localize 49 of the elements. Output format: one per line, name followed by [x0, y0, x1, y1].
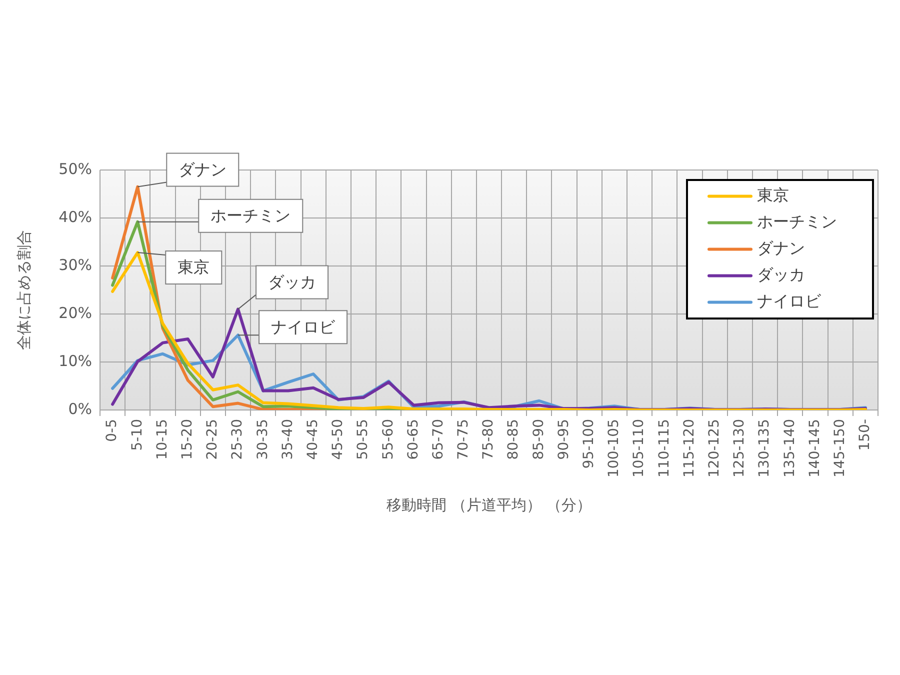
- y-tick-label: 10%: [58, 352, 92, 370]
- x-tick-label: 120-125: [706, 419, 723, 478]
- x-tick-label: 75-80: [480, 419, 497, 460]
- y-tick-label: 0%: [68, 400, 92, 418]
- annotation: ダナン: [178, 160, 227, 179]
- x-tick-label: 35-40: [280, 419, 296, 460]
- x-tick-label: 85-90: [530, 419, 547, 460]
- legend-label: ホーチミン: [757, 212, 837, 231]
- annotation: ダッカ: [268, 272, 316, 292]
- x-tick-label: 60-65: [405, 419, 422, 460]
- y-tick-label: 30%: [58, 256, 92, 274]
- y-tick-label: 40%: [58, 208, 92, 226]
- legend-label: 東京: [757, 185, 789, 204]
- annotation: 東京: [178, 258, 210, 277]
- y-tick-label: 20%: [58, 304, 92, 322]
- x-tick-label: 45-50: [330, 419, 346, 460]
- x-tick-label: 15-20: [179, 419, 196, 460]
- x-tick-label: 25-30: [230, 419, 246, 460]
- x-axis-title: 移動時間 （片道平均） （分）: [386, 496, 592, 514]
- x-tick-label: 40-45: [304, 419, 321, 460]
- x-tick-label: 110-115: [656, 419, 672, 478]
- x-tick-label: 0-5: [104, 419, 120, 442]
- legend-label: ダナン: [757, 238, 805, 258]
- y-axis-title: 全体に占める割合: [14, 230, 33, 350]
- legend-label: ナイロビ: [757, 291, 822, 310]
- x-tick-label: 140-145: [806, 419, 823, 478]
- x-tick-label: 5-10: [129, 419, 146, 451]
- x-tick-label: 125-130: [732, 419, 748, 478]
- x-tick-label: 100-105: [606, 419, 622, 478]
- x-tick-label: 130-135: [756, 419, 773, 478]
- legend-label: ダッカ: [757, 264, 805, 284]
- x-tick-label: 145-150: [832, 419, 848, 478]
- x-tick-label: 70-75: [456, 419, 472, 460]
- x-tick-label: 135-140: [782, 419, 798, 478]
- x-tick-label: 115-120: [681, 419, 698, 478]
- x-tick-label: 55-60: [380, 419, 396, 460]
- x-tick-label: 65-70: [430, 419, 446, 460]
- annotation: ホーチミン: [210, 206, 291, 225]
- y-tick-label: 50%: [58, 160, 92, 178]
- x-tick-label: 150-: [857, 419, 874, 451]
- x-tick-label: 50-55: [355, 419, 372, 460]
- annotation: ナイロビ: [271, 317, 336, 336]
- x-tick-label: 95-100: [581, 419, 598, 469]
- x-tick-label: 80-85: [506, 419, 522, 460]
- x-tick-label: 30-35: [254, 419, 271, 460]
- x-tick-label: 20-25: [204, 419, 221, 460]
- x-tick-label: 10-15: [154, 419, 170, 460]
- x-tick-label: 90-95: [556, 419, 572, 460]
- x-tick-label: 105-110: [631, 419, 648, 478]
